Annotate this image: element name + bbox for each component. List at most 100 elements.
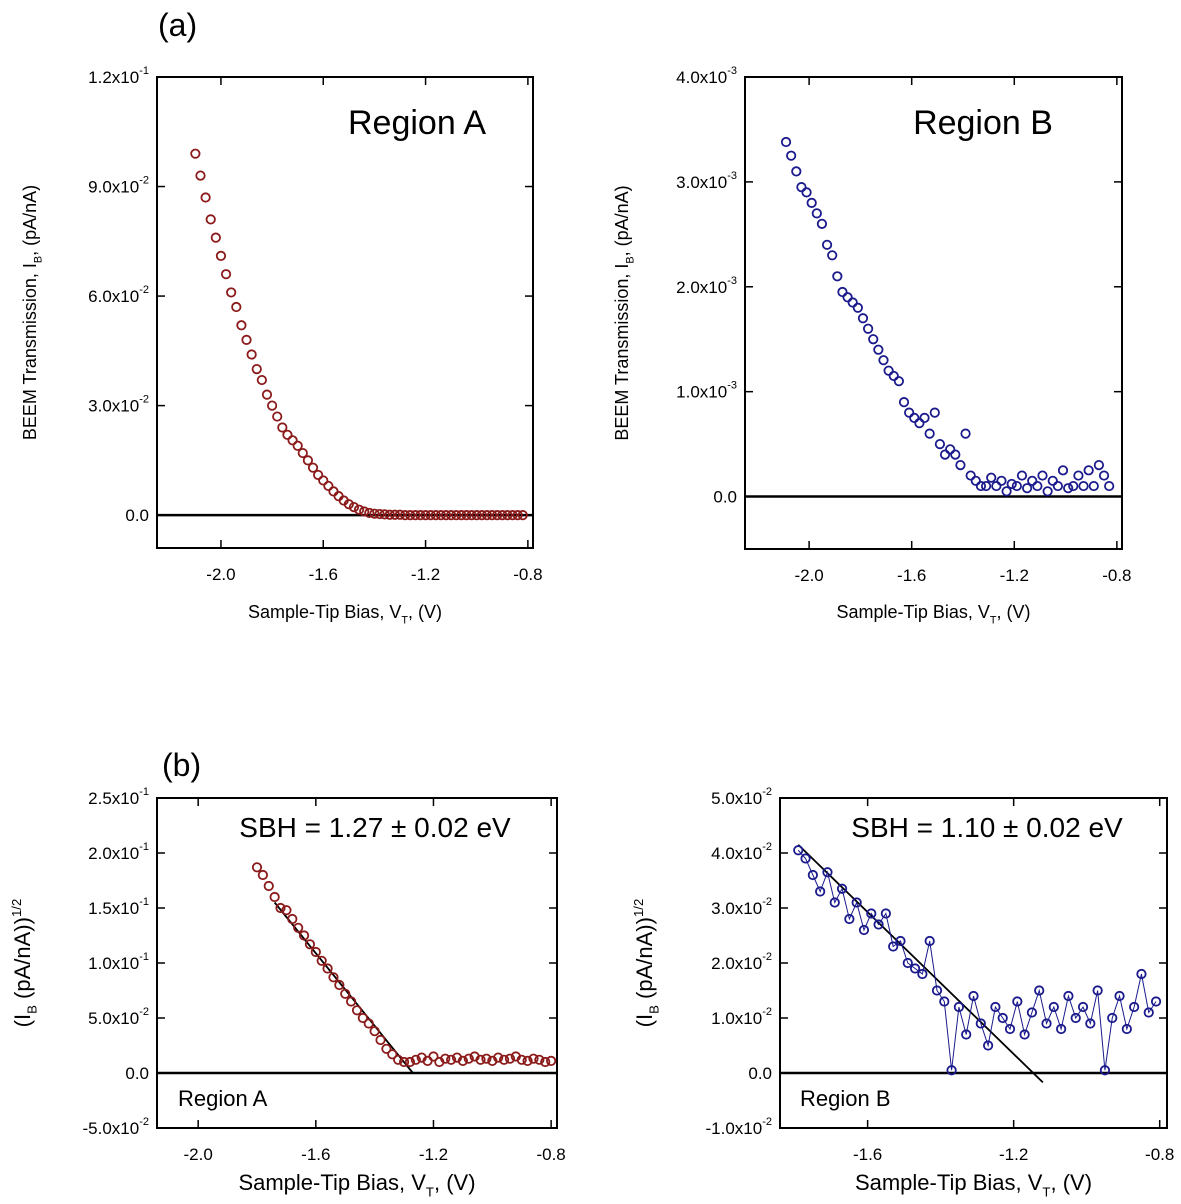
data-point — [1136, 968, 1147, 980]
data-point — [983, 1040, 994, 1051]
chart-annotation: SBH = 1.10 ± 0.02 eV — [851, 812, 1123, 843]
data-point — [914, 418, 925, 429]
y-tick-label: 2.0x10-2 — [711, 951, 772, 973]
x-tick-label: -1.2 — [419, 1145, 448, 1164]
data-point — [960, 428, 971, 439]
y-tick-label: 3.0x10-3 — [676, 170, 737, 192]
data-point — [364, 507, 375, 519]
data-point — [502, 510, 513, 521]
label-text: , (pA/nA) — [20, 185, 40, 256]
data-point — [1083, 465, 1094, 476]
y-tick-mantissa: 2.0x10 — [676, 278, 727, 297]
data-point — [801, 187, 812, 198]
data-point — [348, 502, 360, 513]
y-tick-mantissa: 1.0x10 — [676, 383, 727, 402]
data-point — [256, 374, 267, 386]
y-axis-label: (IB (pA/nA))1/2 — [631, 899, 661, 1028]
data-point — [293, 922, 304, 933]
data-point — [893, 376, 904, 387]
data-point — [393, 1054, 404, 1065]
label-text: Sample-Tip Bias, V — [248, 602, 401, 622]
data-point — [1034, 985, 1045, 996]
label-text: (I — [632, 1014, 657, 1027]
data-point — [847, 297, 858, 308]
data-point — [297, 447, 308, 459]
data-point — [961, 1029, 972, 1040]
x-tick-label: -1.6 — [301, 1145, 330, 1164]
y-tick-label: 9.0x10-2 — [88, 175, 149, 197]
y-tick-exponent: -3 — [727, 380, 737, 392]
x-tick-label: -2.0 — [206, 565, 235, 584]
data-point — [481, 510, 493, 521]
data-point — [493, 1052, 504, 1063]
data-point — [456, 510, 467, 521]
data-point — [1011, 480, 1022, 492]
y-tick-label: 6.0x10-2 — [88, 284, 149, 306]
y-tick-exponent: -2 — [762, 786, 772, 798]
y-tick-label: 1.0x10-3 — [676, 380, 737, 402]
data-point — [1052, 480, 1063, 492]
data-point — [800, 853, 811, 864]
data-point — [1085, 1018, 1096, 1029]
y-tick-mantissa: -5.0x10 — [83, 1119, 140, 1138]
data-point — [205, 214, 216, 225]
data-point — [806, 197, 817, 208]
x-tick-label: -0.8 — [1102, 566, 1131, 585]
y-tick-label: 5.0x10-2 — [88, 1006, 149, 1028]
data-point — [251, 363, 262, 375]
data-point — [405, 510, 416, 521]
label-text: (pA/nA)) — [10, 917, 35, 1005]
data-point — [415, 510, 426, 521]
data-point — [815, 886, 826, 897]
data-point — [1078, 480, 1089, 492]
data-point — [955, 459, 966, 471]
data-point — [471, 510, 482, 521]
y-tick-mantissa: 1.0x10 — [711, 1009, 762, 1028]
data-point — [980, 480, 992, 492]
data-point — [1099, 1065, 1111, 1076]
data-point — [1006, 478, 1017, 490]
data-point — [220, 269, 232, 280]
data-point — [873, 919, 884, 930]
y-axis-label: BEEM Transmission, IB, (pA/nA) — [612, 185, 636, 440]
label-superscript: 1/2 — [9, 899, 24, 917]
y-tick-label: 4.0x10-2 — [711, 841, 772, 863]
y-tick-mantissa: 2.0x10 — [88, 844, 139, 863]
y-tick-label: 3.0x10-2 — [711, 896, 772, 918]
data-point — [340, 988, 351, 999]
x-tick-label: -1.6 — [897, 566, 926, 585]
data-point — [400, 510, 411, 521]
data-point — [1047, 475, 1058, 486]
y-tick-exponent: -1 — [139, 841, 149, 853]
y-tick-exponent: -2 — [762, 896, 772, 908]
y-tick-exponent: -3 — [727, 65, 737, 77]
data-point — [1114, 990, 1125, 1002]
data-point — [287, 435, 298, 446]
y-tick-mantissa: 9.0x10 — [88, 178, 139, 197]
data-point — [986, 472, 997, 483]
y-tick-label: 2.0x10-3 — [676, 275, 737, 297]
data-point — [796, 182, 807, 193]
y-tick-mantissa: 1.2x10 — [88, 68, 139, 87]
x-tick-label: -1.2 — [1000, 566, 1029, 585]
data-point — [821, 239, 833, 250]
y-tick-label: 2.0x10-1 — [88, 841, 149, 863]
y-tick-label: 0.0 — [713, 488, 737, 507]
data-point — [281, 905, 292, 916]
data-point — [898, 397, 910, 408]
data-point — [970, 475, 981, 486]
y-tick-mantissa: 3.0x10 — [676, 173, 727, 192]
data-point — [461, 510, 472, 521]
data-point — [410, 1054, 421, 1065]
data-point — [836, 883, 848, 894]
y-axis-label: BEEM Transmission, IB, (pA/nA) — [20, 185, 44, 440]
data-point — [904, 407, 915, 418]
data-point — [1129, 1001, 1140, 1013]
label-subscript: T — [401, 614, 408, 626]
data-point — [200, 192, 211, 203]
data-point — [210, 232, 221, 243]
y-axis-label: (IB (pA/nA))1/2 — [9, 899, 39, 1028]
region-label: Region A — [178, 1086, 268, 1111]
data-point — [246, 349, 257, 360]
data-point — [1037, 470, 1048, 481]
